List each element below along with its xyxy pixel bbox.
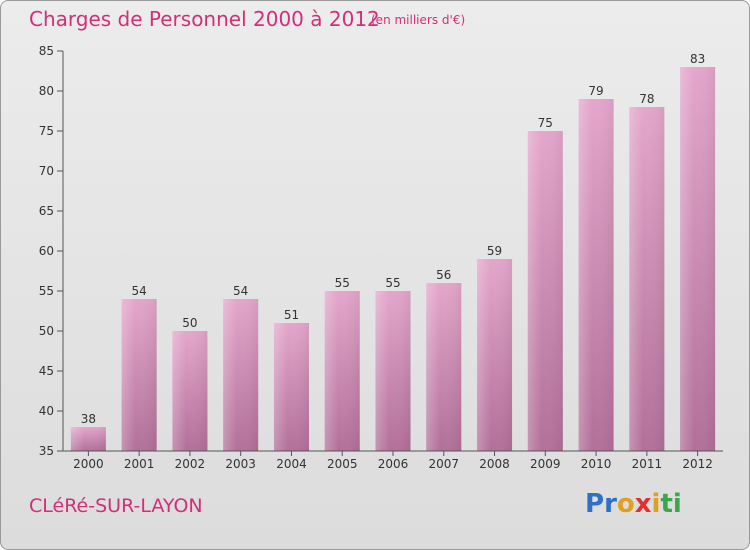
x-tick-label: 2010 <box>581 457 612 471</box>
y-tick-label: 60 <box>39 244 54 258</box>
x-tick-label: 2009 <box>530 457 561 471</box>
y-tick-label: 35 <box>39 444 54 458</box>
y-tick-label: 65 <box>39 204 54 218</box>
bar-shine <box>578 99 614 451</box>
x-tick-label: 2008 <box>479 457 510 471</box>
bar-shine <box>121 299 157 451</box>
x-tick-label: 2001 <box>124 457 155 471</box>
x-tick-label: 2005 <box>327 457 358 471</box>
logo-letter: i <box>651 489 661 519</box>
data-label: 75 <box>538 116 553 130</box>
data-label: 79 <box>588 84 603 98</box>
labels-group: 35 40 45 50 55 60 65 70 75 80 85 2000 38 2001 54 2002 50… <box>39 44 713 471</box>
y-tick-label: 45 <box>39 364 54 378</box>
logo-letter: r <box>604 489 617 519</box>
data-label: 38 <box>81 412 96 426</box>
bar-shine <box>273 323 309 451</box>
data-label: 51 <box>284 308 299 322</box>
logo-letter: x <box>634 489 652 519</box>
bar-shine <box>477 259 513 451</box>
x-tick-label: 2002 <box>175 457 206 471</box>
axes-group <box>57 50 723 456</box>
unit-note: (en milliers d'€) <box>371 13 466 27</box>
data-label: 56 <box>436 268 451 282</box>
x-tick-label: 2012 <box>682 457 713 471</box>
logo-letter: i <box>672 489 682 519</box>
bar-shine <box>172 331 208 451</box>
logo-letter: P <box>585 489 605 519</box>
logo-letter: o <box>616 489 635 519</box>
bar-shine <box>70 427 106 451</box>
y-tick-label: 75 <box>39 124 54 138</box>
x-tick-label: 2000 <box>73 457 104 471</box>
y-tick-label: 70 <box>39 164 54 178</box>
data-label: 59 <box>487 244 502 258</box>
x-tick-label: 2007 <box>428 457 459 471</box>
chart-title: Charges de Personnel 2000 à 2012 <box>29 7 380 31</box>
bar-shine <box>527 131 563 451</box>
y-tick-label: 40 <box>39 404 54 418</box>
bar-shine <box>680 67 716 451</box>
x-tick-label: 2003 <box>225 457 256 471</box>
bar-shine <box>223 299 259 451</box>
bar-shine <box>629 107 665 451</box>
data-label: 55 <box>335 276 350 290</box>
data-label: 55 <box>385 276 400 290</box>
data-label: 54 <box>132 284 147 298</box>
y-tick-label: 80 <box>39 84 54 98</box>
x-tick-label: 2006 <box>378 457 409 471</box>
data-label: 54 <box>233 284 248 298</box>
data-label: 78 <box>639 92 654 106</box>
data-label: 83 <box>690 52 705 66</box>
bars-group <box>70 67 716 451</box>
x-tick-label: 2004 <box>276 457 307 471</box>
bar-shine <box>426 283 462 451</box>
proxiti-logo: Proxiti <box>585 489 682 519</box>
y-tick-label: 85 <box>39 44 54 58</box>
y-tick-label: 55 <box>39 284 54 298</box>
x-tick-label: 2011 <box>632 457 663 471</box>
bar-shine <box>375 291 411 451</box>
y-tick-label: 50 <box>39 324 54 338</box>
commune-name: CLéRé-SUR-LAYON <box>29 495 203 517</box>
logo-letter: t <box>660 489 673 519</box>
data-label: 50 <box>182 316 197 330</box>
bar-shine <box>324 291 360 451</box>
